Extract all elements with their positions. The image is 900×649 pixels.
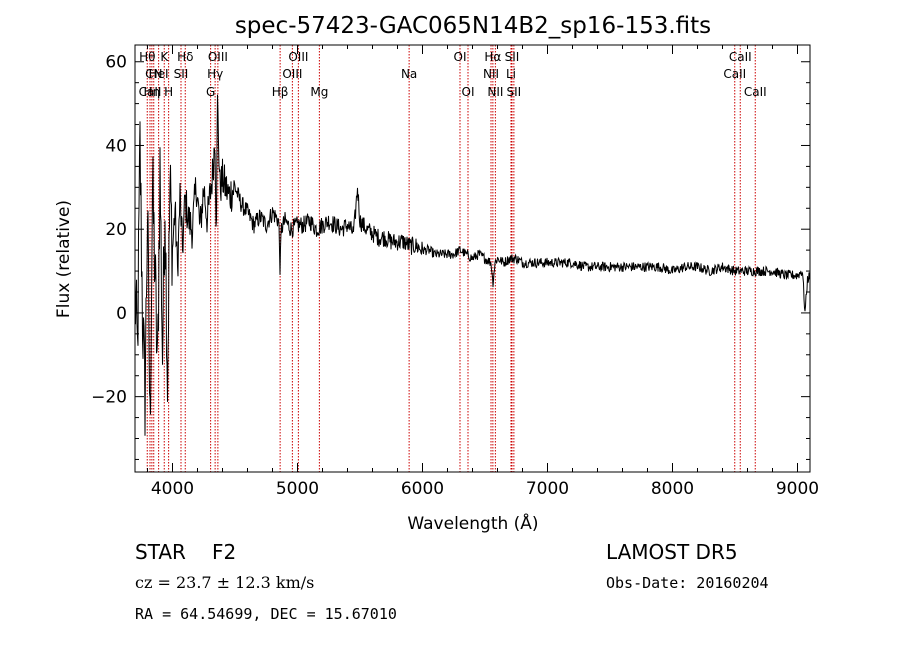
line-label: CaII xyxy=(744,85,767,99)
x-tick-label: 5000 xyxy=(276,479,319,499)
line-label: Hθ xyxy=(139,50,155,64)
x-axis-label: Wavelength (Å) xyxy=(407,512,538,534)
y-tick-label: 40 xyxy=(105,136,127,156)
line-label: CaII xyxy=(723,67,746,81)
y-axis-ticks: −20 0 20 40 60 xyxy=(91,53,810,460)
line-label: Hη xyxy=(144,85,161,99)
x-tick-label: 6000 xyxy=(401,479,444,499)
x-axis-ticks: 4000 5000 6000 7000 8000 9000 xyxy=(147,45,819,499)
x-tick-label: 4000 xyxy=(151,479,194,499)
line-label: NII xyxy=(487,85,503,99)
emission-lines xyxy=(146,45,756,472)
y-tick-label: 20 xyxy=(105,220,127,240)
line-label: SII xyxy=(507,85,522,99)
x-tick-label: 7000 xyxy=(526,479,569,499)
chart-title: spec-57423-GAC065N14B2_sp16-153.fits xyxy=(235,13,711,39)
line-label: Li xyxy=(506,67,516,81)
line-labels: HθCaIIHηCNHeIKHSIIHδHγGOIIIHβOIIIOIIIMgN… xyxy=(139,50,767,99)
survey-name: LAMOST DR5 xyxy=(606,540,738,564)
line-label: OIII xyxy=(208,50,228,64)
spectrum-trace xyxy=(134,94,811,436)
line-label: CaII xyxy=(729,50,752,64)
line-label: NII xyxy=(483,67,499,81)
line-label: Hδ xyxy=(177,50,193,64)
line-label: G xyxy=(206,85,215,99)
object-class: STAR xyxy=(135,540,186,564)
y-axis-label: Flux (relative) xyxy=(54,200,74,318)
x-tick-label: 8000 xyxy=(651,479,694,499)
y-tick-label: 60 xyxy=(105,53,127,73)
line-label: H xyxy=(164,85,173,99)
line-label: OI xyxy=(454,50,467,64)
line-label: Hα xyxy=(484,50,501,64)
line-label: SII xyxy=(505,50,520,64)
line-label: OI xyxy=(462,85,475,99)
line-label: SII xyxy=(174,67,189,81)
line-label: OIII xyxy=(288,50,308,64)
x-tick-label: 9000 xyxy=(776,479,819,499)
line-label: HeI xyxy=(149,67,169,81)
object-subclass: F2 xyxy=(212,540,236,564)
line-label: CaII xyxy=(139,85,162,99)
y-tick-label: 0 xyxy=(116,304,127,324)
line-label: OIII xyxy=(282,67,302,81)
y-tick-label: −20 xyxy=(91,388,127,408)
line-label: CN xyxy=(145,67,162,81)
line-label: Mg xyxy=(310,85,328,99)
line-label: Hγ xyxy=(207,67,223,81)
line-label: Na xyxy=(401,67,417,81)
line-label: Hβ xyxy=(272,85,289,99)
coordinates-text: RA = 64.54699, DEC = 15.67010 xyxy=(135,605,397,623)
line-label: K xyxy=(160,50,169,64)
redshift-text: cz = 23.7 ± 12.3 km/s xyxy=(135,573,314,592)
obs-date: Obs-Date: 20160204 xyxy=(606,574,769,592)
